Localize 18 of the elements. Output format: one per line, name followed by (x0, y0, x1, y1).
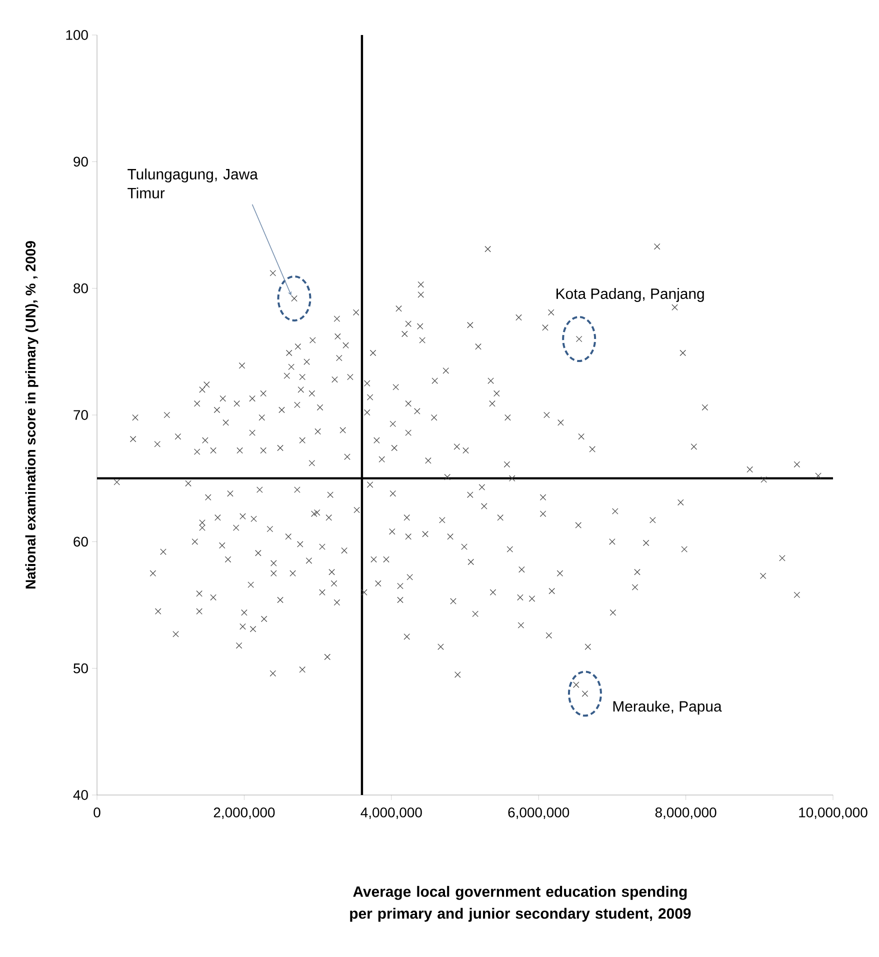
x-tick-label: 8,000,000 (655, 808, 716, 820)
x-tick-label: 2,000,000 (214, 808, 275, 820)
y-tick-label: 100 (66, 30, 88, 40)
x-axis-title: Average local government education spending per primary and junior secondary student, 2009 (350, 886, 691, 922)
y-tick-label: 60 (74, 536, 88, 547)
y-axis-title: National examination score in primary (UN), % , 2009 (25, 241, 38, 588)
y-tick-label: 50 (74, 663, 88, 674)
x-tick-label: 10,000,000 (799, 808, 868, 820)
x-tick-label: 0 (94, 808, 100, 818)
y-tick-label: 70 (74, 410, 88, 420)
x-tick-label: 4,000,000 (360, 808, 422, 820)
annotation: Tulungagung, Jawa Timur (128, 168, 258, 198)
y-tick-label: 80 (74, 283, 88, 294)
annotation: Merauke, Papua (613, 700, 722, 715)
x-tick-label: 6,000,000 (508, 808, 570, 820)
y-tick-label: 90 (74, 156, 88, 167)
annotation: Kota Padang, Panjang (556, 288, 704, 302)
y-tick-label: 40 (73, 790, 88, 800)
